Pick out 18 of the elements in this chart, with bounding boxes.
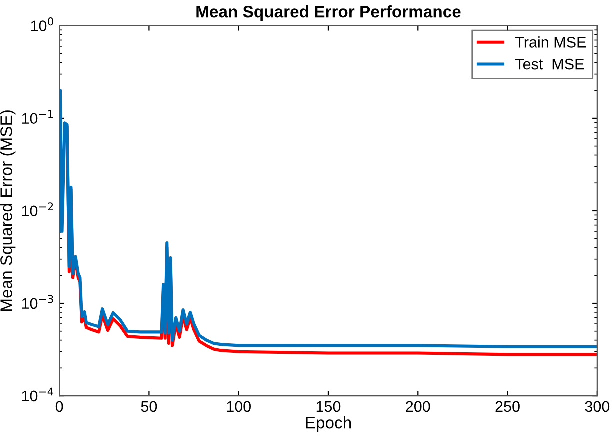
- y-tick-label: 10$^{0}$: [31, 18, 54, 32]
- y-tick-label: 10$^{−4}$: [22, 388, 54, 402]
- y-tick-label: 10$^{−3}$: [22, 295, 54, 310]
- x-axis-title: Epoch: [306, 416, 352, 432]
- legend-label: Test MSE: [515, 58, 584, 70]
- x-tick-label: 250: [496, 401, 520, 412]
- x-tick-label: 0: [56, 401, 64, 412]
- line-series: [60, 89, 598, 348]
- x-tick-label: 300: [585, 401, 610, 412]
- y-tick-label: 10$^{−2}$: [22, 202, 54, 217]
- legend-label: Train MSE: [515, 36, 586, 48]
- y-axis-title: Mean Squared Error (MSE): [0, 110, 16, 312]
- x-tick-label: 50: [141, 401, 158, 412]
- x-tick-label: 200: [406, 401, 430, 412]
- x-tick-label: 100: [227, 401, 251, 412]
- x-tick-label: 150: [316, 401, 341, 412]
- chart-title: Mean Squared Error Performance: [196, 6, 461, 22]
- y-tick-label: 10$^{−1}$: [22, 110, 54, 124]
